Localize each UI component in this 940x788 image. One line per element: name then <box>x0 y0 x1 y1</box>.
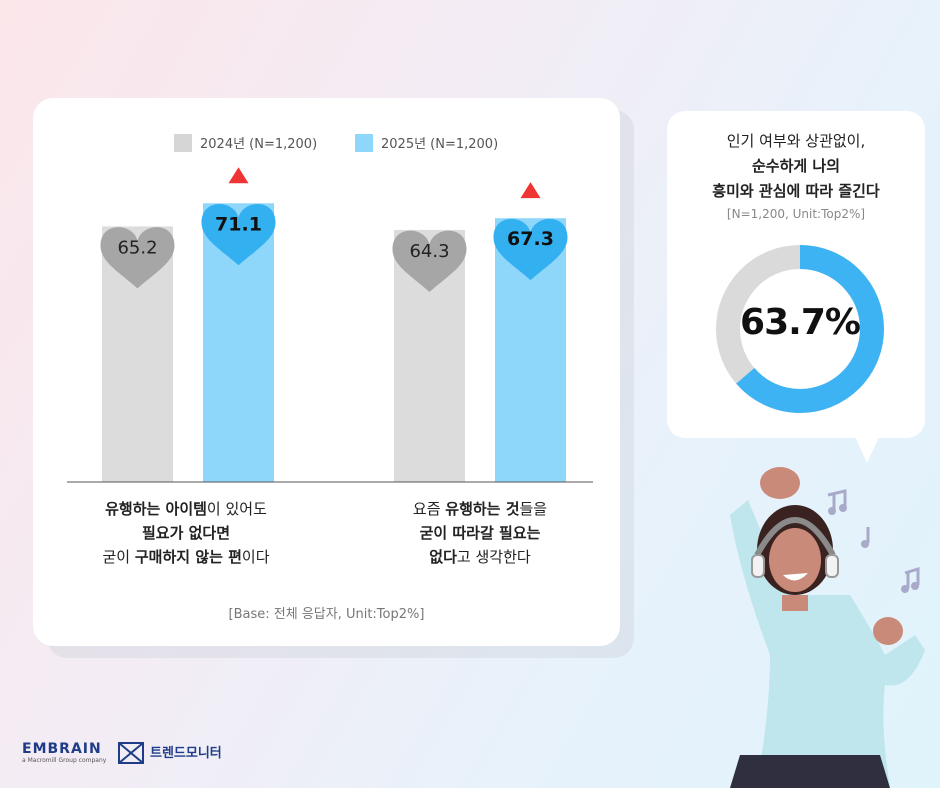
chart-legend: 2024년 (N=1,200) 2025년 (N=1,200) <box>0 133 940 153</box>
stat-line3: 흥미와 관심에 따라 즐긴다 <box>712 182 880 200</box>
bar-value-label: 71.1 <box>215 213 262 235</box>
embrain-logo: EMBRAIN <box>22 741 102 757</box>
heart-marker-icon <box>493 218 568 281</box>
caption-run: 구매하지 않는 편 <box>134 548 242 566</box>
caption-run: 없다 <box>429 548 457 566</box>
heart-marker-icon <box>392 230 467 292</box>
base-note: [Base: 전체 응답자, Unit:Top2%] <box>228 607 425 622</box>
music-note-icon <box>827 489 920 593</box>
bar-value-label: 65.2 <box>117 237 157 258</box>
caption-run: 굳이 따라갈 필요는 <box>419 524 541 542</box>
caption-right: 요즘 유행하는 것들을 굳이 따라갈 필요는 없다고 생각한다 <box>360 497 600 569</box>
embrain-logo-sub: a Macromill Group company <box>22 757 107 764</box>
donut-value-label: 63.7% <box>740 302 861 343</box>
legend-label-2025: 2025년 (N=1,200) <box>381 137 499 152</box>
stat-line2: 순수하게 나의 <box>751 157 841 175</box>
caption-right-line3: 없다고 생각한다 <box>360 545 600 569</box>
speech-bubble-tail <box>855 437 879 463</box>
caption-run: 필요가 없다면 <box>141 524 231 542</box>
donut-value-arc <box>716 245 884 413</box>
caption-left: 유행하는 아이템이 있어도 필요가 없다면 굳이 구매하지 않는 편이다 <box>66 497 306 569</box>
bar-value-label: 67.3 <box>507 228 554 250</box>
stat-card <box>667 111 925 438</box>
legend-item-2024: 2024년 (N=1,200) <box>174 133 317 152</box>
legend-item-2025: 2025년 (N=1,200) <box>355 133 498 152</box>
donut-chart <box>716 245 884 413</box>
caption-left-line1: 유행하는 아이템이 있어도 <box>66 497 306 521</box>
caption-right-line1: 요즘 유행하는 것들을 <box>360 497 600 521</box>
bar-value-label: 64.3 <box>409 241 449 262</box>
trendmonitor-logo: 트렌드모니터 <box>150 746 222 761</box>
caption-right-line2: 굳이 따라갈 필요는 <box>360 521 600 545</box>
caption-run: 들을 <box>519 500 548 518</box>
heart-marker-icon <box>100 227 175 289</box>
caption-left-line3: 굳이 구매하지 않는 편이다 <box>66 545 306 569</box>
caption-run: 유행하는 것 <box>445 500 520 518</box>
increase-triangle-icon <box>520 182 541 199</box>
increase-triangle-icon <box>228 167 249 184</box>
caption-run: 굳이 <box>102 548 135 566</box>
legend-swatch-2024 <box>174 133 192 152</box>
stat-line1: 인기 여부와 상관없이, <box>726 132 866 150</box>
legend-label-2024: 2024년 (N=1,200) <box>200 137 318 152</box>
legend-swatch-2025 <box>355 133 373 152</box>
stat-note: [N=1,200, Unit:Top2%] <box>726 207 866 221</box>
trendmonitor-logo-icon <box>118 742 144 764</box>
caption-run: 유행하는 아이템 <box>105 500 207 518</box>
caption-run: 요즘 <box>412 500 446 518</box>
heart-marker-icon <box>201 203 276 266</box>
caption-run: 고 생각한다 <box>456 548 531 566</box>
caption-left-line2: 필요가 없다면 <box>66 521 306 545</box>
caption-run: 이 있어도 <box>206 500 267 518</box>
woman-with-headphones-dancing-icon <box>730 467 925 788</box>
caption-run: 이다 <box>241 548 270 566</box>
bar-chart: 65.2 71.1 64.3 67.3 <box>67 167 593 483</box>
